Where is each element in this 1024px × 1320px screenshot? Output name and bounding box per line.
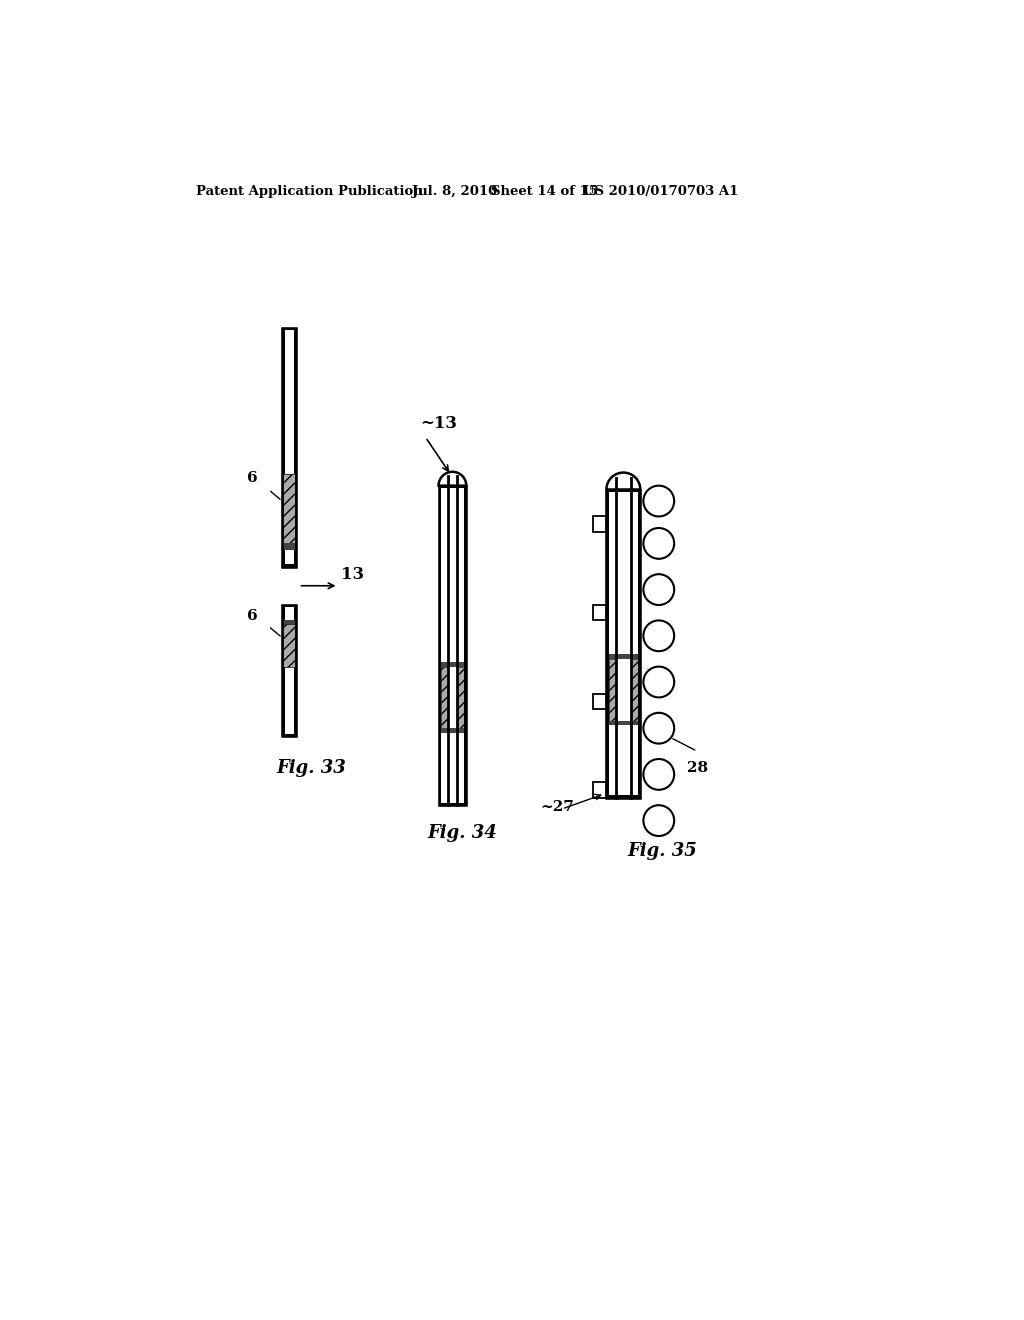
Bar [593,781,606,797]
Bar [441,729,464,733]
Bar [631,659,638,721]
Bar [606,490,640,797]
Bar [441,667,447,729]
Bar [457,667,464,729]
Wedge shape [438,471,466,486]
Bar [283,605,296,737]
Bar [283,474,295,544]
Text: Sheet 14 of 15: Sheet 14 of 15 [490,185,598,198]
Circle shape [643,620,674,651]
Text: 6: 6 [247,609,258,623]
Text: Jul. 8, 2010: Jul. 8, 2010 [412,185,497,198]
Bar [441,667,447,729]
Circle shape [643,574,674,605]
Text: Patent Application Publication: Patent Application Publication [196,185,423,198]
Text: ~27: ~27 [541,800,574,813]
Bar [283,544,295,549]
Bar [283,624,295,667]
Text: 28: 28 [686,760,708,775]
Bar [438,486,466,805]
Bar [608,659,615,721]
Bar [283,619,295,624]
Bar [457,667,464,729]
Text: 6: 6 [247,471,258,484]
Circle shape [643,486,674,516]
Bar [631,659,638,721]
Bar [608,721,638,725]
Text: US 2010/0170703 A1: US 2010/0170703 A1 [584,185,738,198]
Bar [285,330,294,564]
Bar [285,607,294,734]
Bar [593,516,606,532]
Bar [438,486,466,805]
Circle shape [643,805,674,836]
Bar [608,492,638,795]
Circle shape [643,528,674,558]
Text: ~13: ~13 [420,414,457,432]
Bar [441,488,464,803]
Bar [283,624,295,667]
Wedge shape [606,473,640,490]
Circle shape [643,713,674,743]
Bar [441,663,464,667]
Bar [608,659,615,721]
Text: Fig. 33: Fig. 33 [276,759,346,777]
Bar [608,655,638,659]
Circle shape [643,667,674,697]
Bar [283,327,296,566]
Text: 13: 13 [341,566,364,583]
Bar [606,490,640,797]
Bar [593,605,606,620]
Bar [283,605,296,737]
Text: Fig. 35: Fig. 35 [628,842,697,861]
Bar [593,693,606,709]
Text: Fig. 34: Fig. 34 [427,825,497,842]
Bar [283,327,296,566]
Bar [283,474,295,544]
Circle shape [643,759,674,789]
